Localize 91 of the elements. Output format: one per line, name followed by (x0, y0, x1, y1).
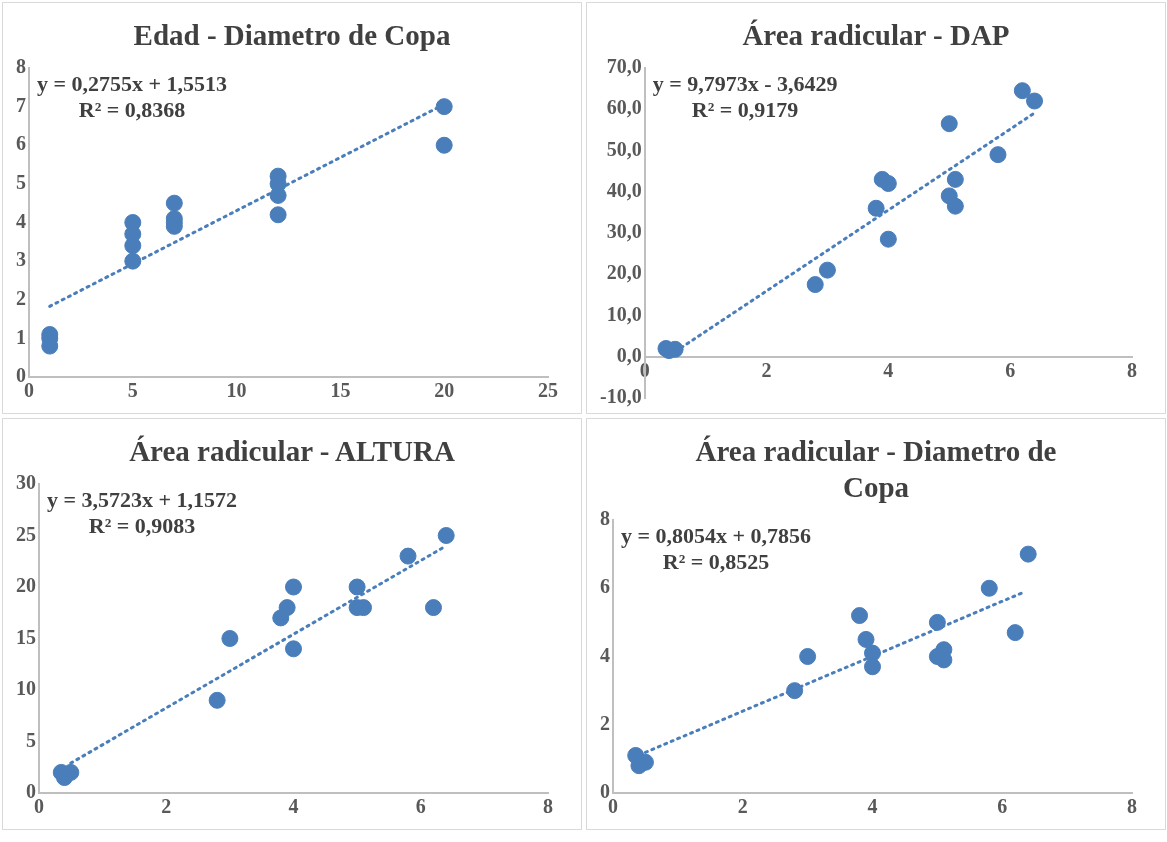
y-tick-label: 4 (16, 209, 26, 232)
y-tick-label: 25 (16, 522, 36, 545)
point (980, 579, 998, 597)
x-tick-label: 4 (867, 795, 878, 818)
point (818, 261, 836, 279)
y-tick-label: 5 (16, 171, 26, 194)
point (435, 98, 453, 116)
x-tick-label: 4 (883, 358, 894, 381)
point (437, 527, 455, 544)
y-tick-label: 2 (600, 711, 610, 734)
y-tick-label: 0,0 (616, 343, 642, 366)
annotation: y = 9,7973x - 3,6429 (652, 70, 838, 96)
x-tick-label: 6 (1005, 358, 1016, 381)
y-tick-label: 2 (16, 286, 26, 309)
point (1006, 624, 1024, 642)
x-tick-label: 8 (1127, 795, 1137, 818)
y-tick-label: 0 (26, 780, 36, 803)
x-tick-label: 2 (737, 795, 748, 818)
point (399, 547, 417, 565)
point (285, 578, 302, 596)
point (867, 199, 885, 217)
x-tick-label: 8 (543, 795, 553, 818)
y-tick-label: 3 (16, 248, 26, 271)
point (278, 599, 296, 617)
chart-title: Área radicular - DAP (741, 18, 1011, 53)
point (348, 578, 366, 596)
point (165, 194, 183, 212)
point (221, 630, 239, 647)
x-tick-label: 8 (1127, 358, 1137, 381)
annotation: y = 0,2755x + 1,5513 (37, 70, 228, 96)
y-tick-label: 60,0 (606, 96, 642, 119)
x-tick-label: 2 (761, 358, 772, 381)
y-tick-label: 30,0 (606, 220, 642, 243)
y-tick-label: 4 (600, 643, 610, 666)
point (940, 115, 958, 133)
point (1013, 82, 1031, 100)
x-tick-label: 6 (415, 795, 426, 818)
x-tick-label: 5 (127, 379, 138, 402)
annotation: R² = 0,9083 (88, 512, 196, 538)
annotation: y = 3,5723x + 1,1572 (47, 486, 238, 512)
y-tick-label: 20,0 (606, 261, 642, 284)
y-tick-label: 8 (16, 55, 26, 78)
chart-title: Área radicular - ALTURA (128, 434, 456, 469)
y-tick-label: 30 (16, 471, 36, 494)
annotation: R² = 0,8368 (78, 96, 186, 122)
y-tick-label: -10,0 (599, 385, 642, 408)
annotation: y = 0,8054x + 0,7856 (621, 522, 812, 548)
x-tick-label: 25 (538, 379, 558, 402)
point (285, 640, 302, 658)
point (864, 658, 881, 676)
x-tick-label: 20 (434, 379, 455, 402)
point (435, 136, 453, 154)
point (946, 170, 964, 188)
annotation: R² = 0,8525 (662, 548, 770, 574)
y-tick-label: 15 (16, 625, 36, 648)
y-tick-label: 8 (600, 507, 610, 530)
point (269, 206, 287, 224)
y-tick-label: 10 (16, 677, 36, 700)
x-tick-label: 10 (226, 379, 247, 402)
annotation: R² = 0,9179 (691, 96, 799, 122)
x-tick-label: 2 (161, 795, 172, 818)
y-tick-label: 6 (600, 575, 610, 598)
y-tick-label: 40,0 (606, 178, 642, 201)
point (879, 230, 897, 248)
y-tick-label: 20 (16, 574, 36, 597)
point (124, 214, 142, 231)
y-tick-label: 10,0 (606, 302, 642, 325)
y-tick-label: 6 (16, 132, 26, 155)
chart-title: Edad - Diametro de Copa (132, 18, 452, 53)
point (851, 607, 869, 625)
point (928, 613, 946, 631)
y-tick-label: 50,0 (606, 137, 642, 160)
point (1019, 545, 1037, 563)
point (208, 691, 226, 709)
x-tick-label: 15 (330, 379, 351, 402)
y-tick-label: 0 (600, 780, 610, 803)
point (857, 630, 875, 648)
point (1026, 92, 1044, 110)
y-tick-label: 5 (26, 728, 36, 751)
point (424, 599, 442, 617)
point (946, 197, 964, 215)
y-tick-label: 70,0 (606, 55, 642, 78)
chart-title: Área radicular - Diametro de Copa (694, 434, 1058, 505)
y-tick-label: 1 (16, 325, 26, 348)
point (879, 175, 897, 192)
point (989, 146, 1007, 164)
point (806, 276, 824, 294)
y-tick-label: 7 (16, 93, 26, 116)
x-tick-label: 4 (288, 795, 299, 818)
x-tick-label: 6 (997, 795, 1008, 818)
point (799, 648, 817, 665)
